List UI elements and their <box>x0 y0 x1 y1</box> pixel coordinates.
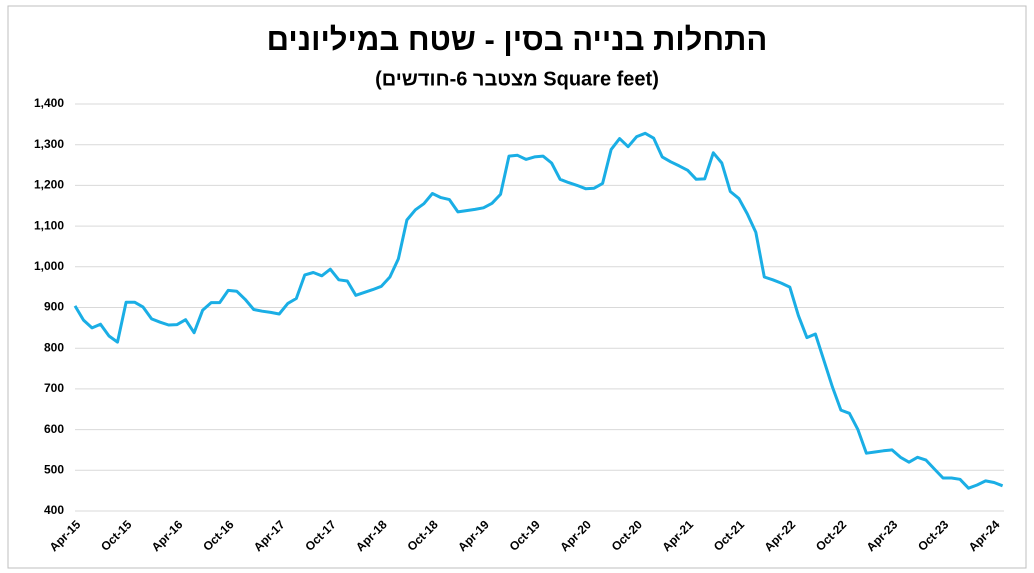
y-tick-label: 700 <box>44 381 64 395</box>
y-tick-label: 500 <box>44 462 64 476</box>
y-tick-label: 400 <box>44 503 64 517</box>
y-tick-label: 1,400 <box>34 96 64 110</box>
y-tick-label: 900 <box>44 300 64 314</box>
y-tick-label: 1,200 <box>34 178 64 192</box>
chart-border <box>7 5 1027 569</box>
y-tick-label: 800 <box>44 340 64 354</box>
y-tick-label: 600 <box>44 422 64 436</box>
chart-subtitle: (Square feet מצטבר 6-חודשים) <box>375 68 659 90</box>
y-tick-label: 1,000 <box>34 259 64 273</box>
y-tick-label: 1,100 <box>34 218 64 232</box>
y-tick-label: 1,300 <box>34 137 64 151</box>
chart-title: התחלות בנייה בסין - שטח במיליונים <box>267 22 768 57</box>
data-line <box>73 131 1004 490</box>
